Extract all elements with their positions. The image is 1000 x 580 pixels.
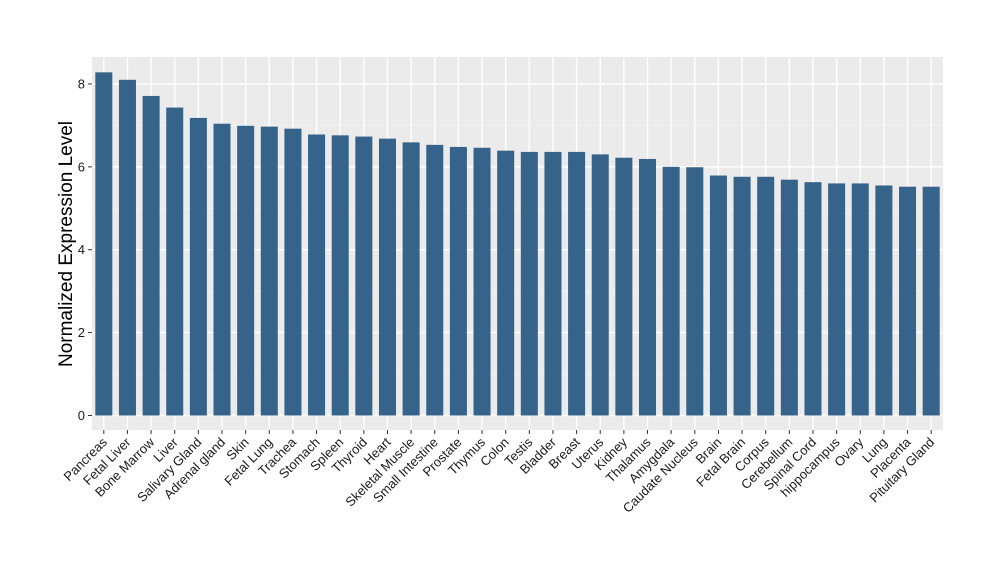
bar-uterus: [591, 154, 609, 416]
bar-fetal-liver: [118, 79, 136, 416]
y-axis: 0 2 4 6 8: [78, 76, 92, 423]
bar-heart: [378, 138, 396, 416]
bar-caudate-nucleus: [686, 167, 704, 416]
panel-background: [92, 57, 943, 430]
bar-breast: [568, 151, 586, 416]
bars: [95, 72, 940, 416]
bar-trachea: [284, 128, 302, 416]
bar-small-intestine: [426, 144, 444, 416]
bar-thalamus: [639, 158, 657, 416]
bar-brain: [709, 175, 727, 416]
bar-spleen: [331, 135, 349, 416]
bar-liver: [166, 107, 184, 416]
bar-ovary: [851, 183, 869, 416]
bar-amygdala: [662, 166, 680, 416]
y-tick-label: 4: [78, 242, 85, 257]
bar-testis: [520, 151, 538, 416]
bar-stomach: [308, 134, 326, 416]
bar-fetal-brain: [733, 176, 751, 416]
bar-prostate: [449, 146, 467, 416]
bar-spinal-cord: [804, 182, 822, 416]
bar-salivary-gland: [189, 117, 207, 416]
bar-thyroid: [355, 136, 373, 416]
bar-skin: [237, 125, 255, 416]
bar-bone-marrow: [142, 95, 160, 416]
bar-cerebellum: [780, 179, 798, 416]
bar-corpus: [757, 176, 775, 416]
y-tick-label: 8: [78, 76, 85, 91]
bar-kidney: [615, 157, 633, 416]
y-tick-label: 6: [78, 159, 85, 174]
bar-lung: [875, 185, 893, 416]
bar-pituitary-gland: [922, 186, 940, 416]
bar-colon: [497, 150, 515, 416]
bar-bladder: [544, 151, 562, 416]
bar-fetal-lung: [260, 126, 278, 416]
bar-adrenal-gland: [213, 123, 231, 416]
y-axis-title: Normalized Expression Level: [56, 121, 77, 367]
bar-pancreas: [95, 72, 113, 416]
bar-thymus: [473, 147, 491, 416]
bar-skeletal-muscle: [402, 142, 420, 416]
bar-placenta: [899, 186, 917, 416]
y-tick-label: 2: [78, 325, 85, 340]
bar-hippocampus: [828, 183, 846, 416]
y-tick-label: 0: [78, 408, 85, 423]
